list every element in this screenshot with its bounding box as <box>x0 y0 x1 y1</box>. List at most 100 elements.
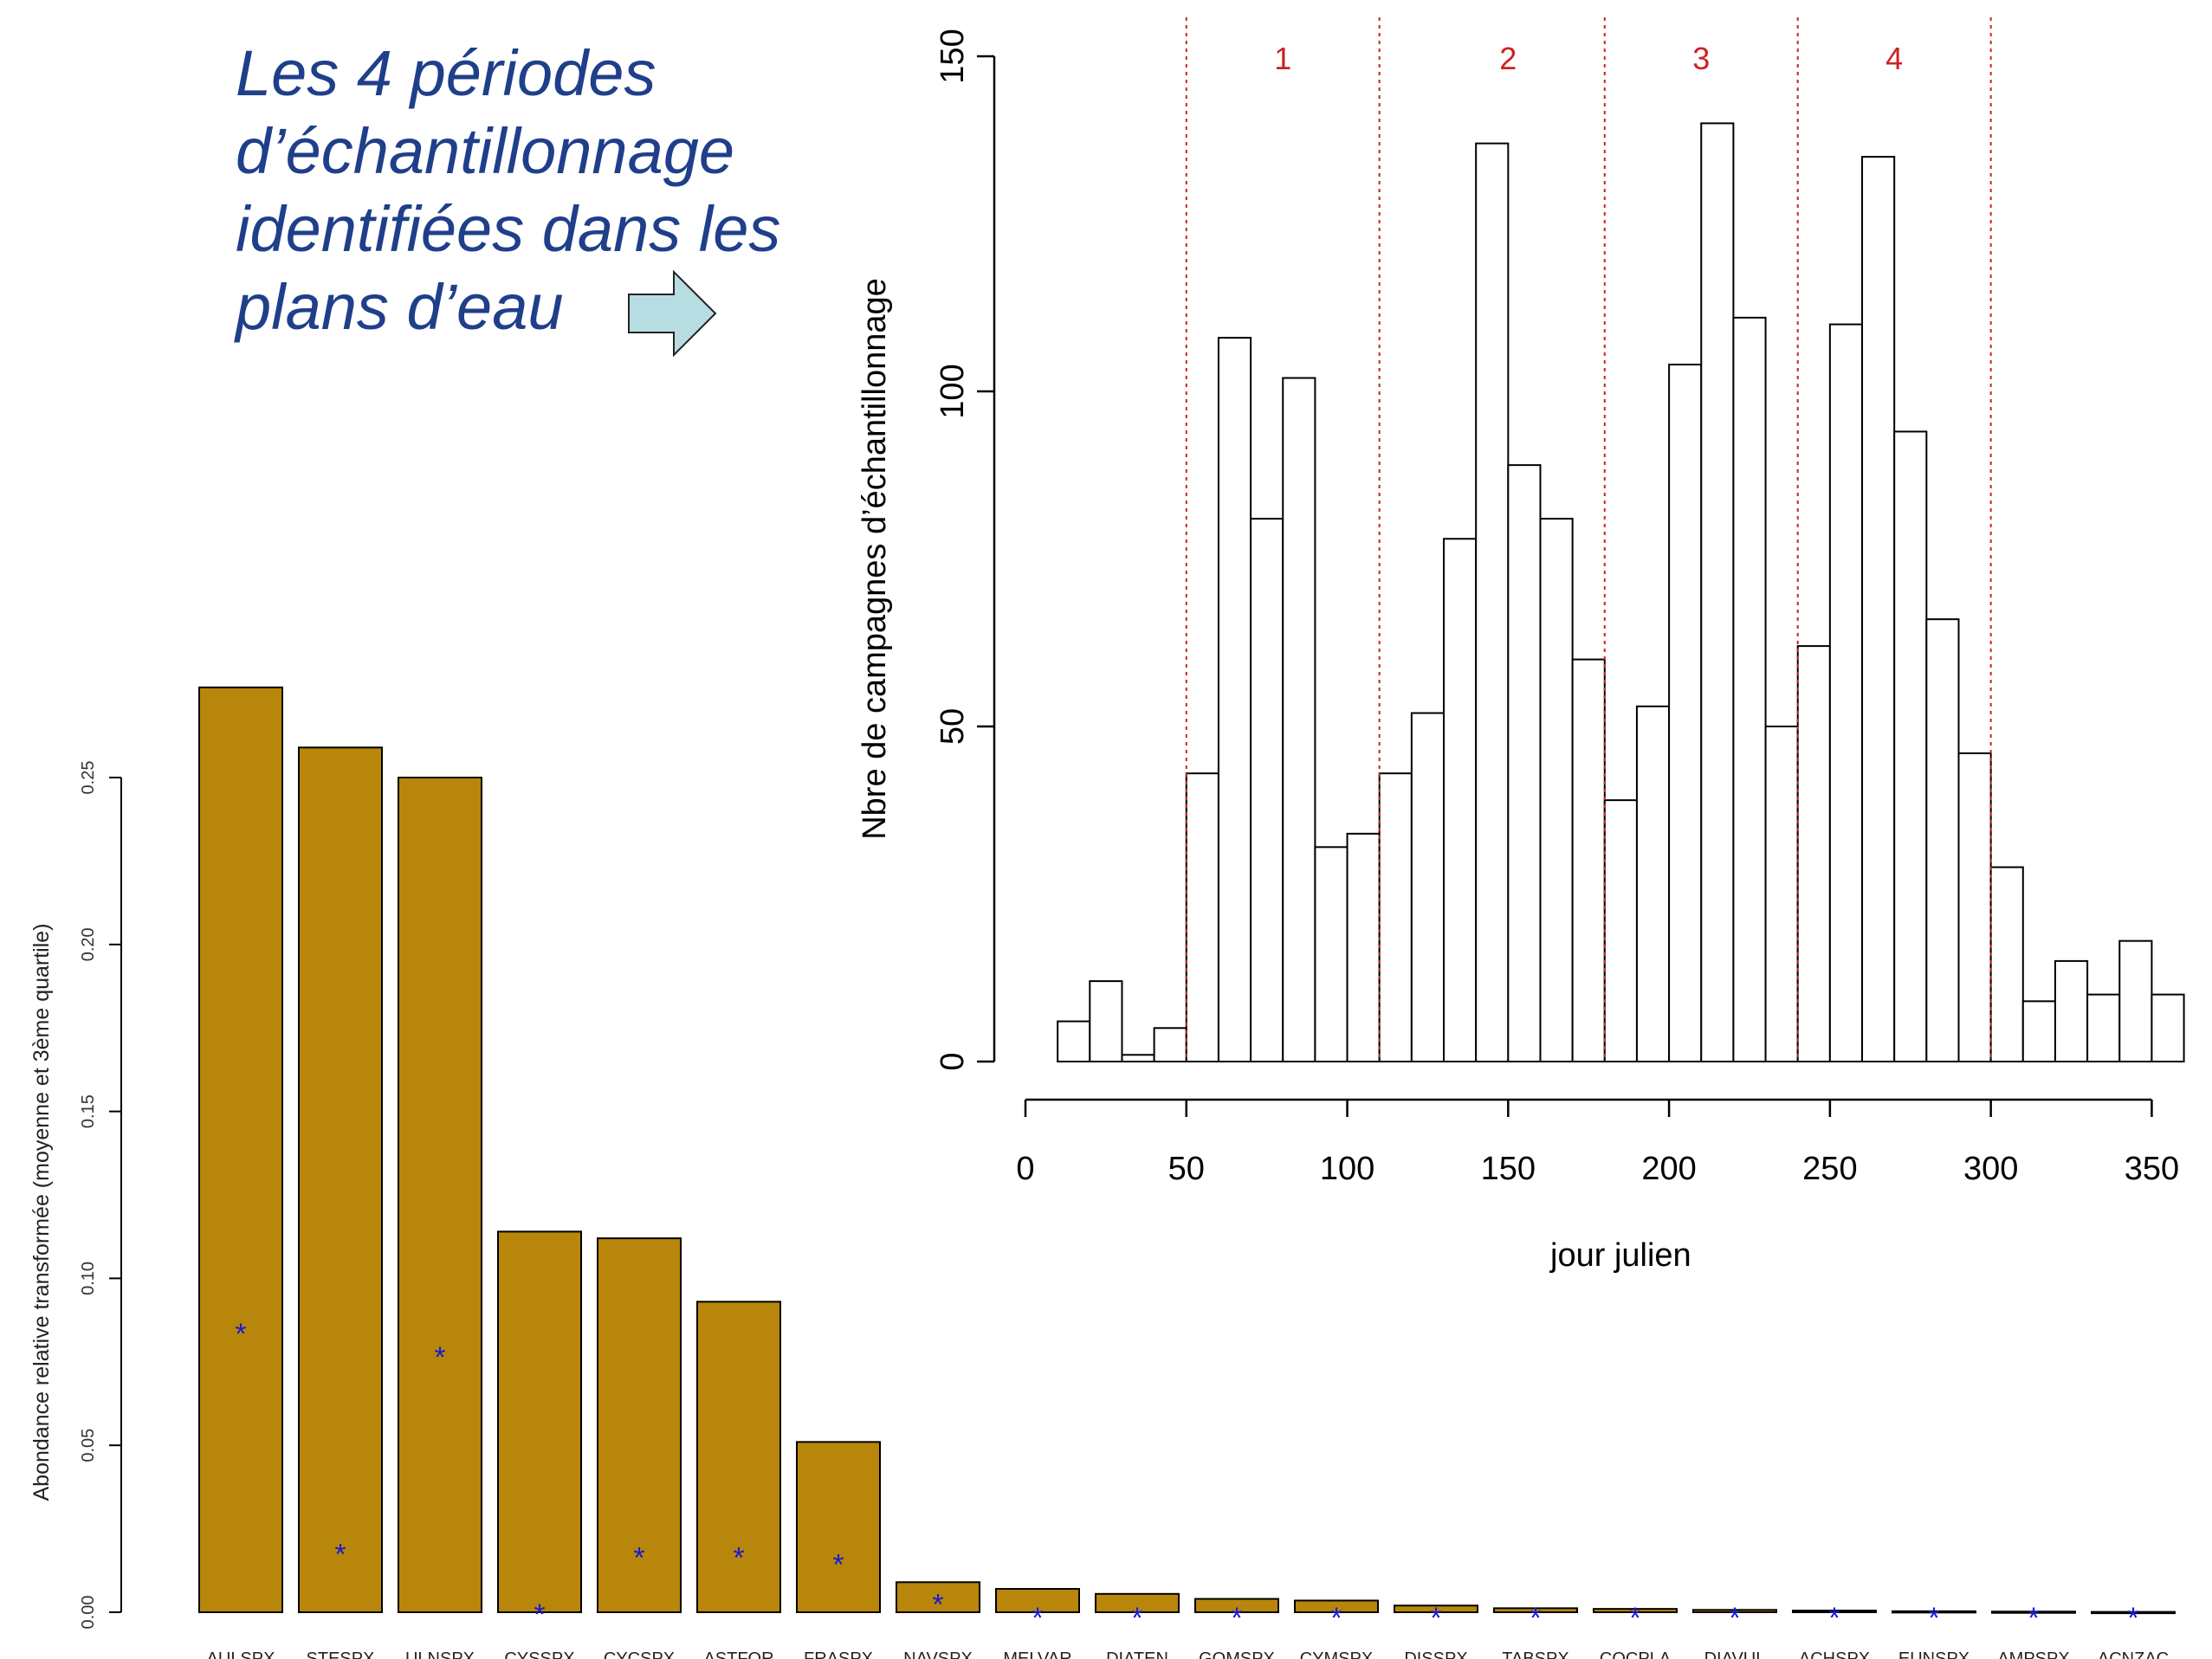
y-axis-title: Nbre de campagnes d’échantillonnage <box>857 278 893 840</box>
quartile-star-marker: * <box>932 1589 943 1622</box>
histogram-bar <box>1443 538 1478 1062</box>
histogram-bar <box>1732 316 1767 1062</box>
histogram-bar <box>1893 430 1928 1062</box>
quartile-star-marker: * <box>1032 1602 1043 1635</box>
histogram-bar <box>1571 658 1606 1062</box>
category-label: MELVAR <box>1003 1649 1071 1659</box>
histogram-bar <box>1250 518 1284 1062</box>
bar <box>2091 1611 2176 1615</box>
quartile-star-marker: * <box>334 1539 346 1572</box>
histogram-bar <box>1057 1020 1091 1063</box>
quartile-star-marker: * <box>2028 1602 2039 1635</box>
histogram-bar <box>2054 959 2089 1063</box>
y-tick-label: 0.05 <box>79 1429 98 1462</box>
quartile-star-marker: * <box>1629 1602 1640 1635</box>
bar <box>497 1230 582 1614</box>
bar <box>796 1441 881 1613</box>
period-label: 3 <box>1692 41 1710 76</box>
histogram-bar <box>1861 156 1896 1063</box>
histogram-bar <box>1700 122 1735 1062</box>
x-tick-label: 200 <box>1641 1151 1696 1187</box>
quartile-star-marker: * <box>1430 1602 1441 1635</box>
histogram-bar <box>1925 618 1960 1062</box>
histogram-bar <box>2021 1000 2056 1062</box>
category-label: DISSPX <box>1404 1649 1467 1659</box>
quartile-star-marker: * <box>1330 1602 1342 1635</box>
bar <box>298 746 383 1613</box>
period-label: 1 <box>1274 41 1291 76</box>
caption-line: d’échantillonnage <box>236 115 735 187</box>
histogram-bar <box>1989 866 2024 1062</box>
quartile-star-marker: * <box>2127 1602 2138 1635</box>
bar <box>1294 1599 1379 1614</box>
bar <box>597 1237 682 1614</box>
x-tick-label: 300 <box>1963 1151 2018 1187</box>
bar <box>1792 1610 1877 1614</box>
histogram-bar <box>1153 1027 1187 1063</box>
category-label: ASTFOR <box>703 1649 773 1659</box>
quartile-star-marker: * <box>235 1318 246 1351</box>
histogram-bar <box>1378 772 1413 1062</box>
category-label: CYCSPX <box>604 1649 675 1659</box>
caption-line: identifiées dans les <box>236 193 781 265</box>
y-tick-label: 0.20 <box>79 927 98 961</box>
period-label: 4 <box>1885 41 1903 76</box>
category-label: AULSPX <box>207 1649 275 1659</box>
quartile-star-marker: * <box>1828 1602 1840 1635</box>
y-tick-label: 150 <box>935 29 971 83</box>
histogram-bar <box>1668 364 1703 1063</box>
histogram-bar <box>1475 142 1510 1062</box>
histogram-bar <box>1828 323 1864 1063</box>
histogram-bar <box>2086 993 2121 1062</box>
caption-text: Les 4 périodes d’échantillonnage identif… <box>236 35 842 346</box>
bar <box>1692 1609 1777 1613</box>
bar <box>1194 1598 1279 1614</box>
category-label: EUNSPX <box>1898 1649 1969 1659</box>
bar <box>1095 1592 1180 1613</box>
y-tick-label: 0.15 <box>79 1094 98 1128</box>
quartile-star-marker: * <box>1231 1602 1242 1635</box>
bar <box>1493 1607 1578 1614</box>
bar <box>696 1301 781 1613</box>
x-tick-label: 350 <box>2125 1151 2179 1187</box>
bar <box>1991 1611 2076 1614</box>
histogram-bar <box>2151 993 2185 1062</box>
histogram-bar <box>1282 377 1316 1062</box>
category-label: NAVSPX <box>903 1649 973 1659</box>
bar <box>1892 1610 1976 1614</box>
category-label: STESPX <box>307 1649 375 1659</box>
y-axis-title: Abondance relative transformée (moyenne … <box>29 923 54 1501</box>
category-label: GOMSPX <box>1199 1649 1275 1659</box>
quartile-star-marker: * <box>434 1341 445 1374</box>
quartile-star-marker: * <box>1928 1602 1939 1635</box>
period-label: 2 <box>1499 41 1517 76</box>
histogram-bar <box>1603 799 1638 1062</box>
bar <box>995 1588 1080 1614</box>
bar <box>198 686 283 1614</box>
quartile-star-marker: * <box>832 1548 844 1581</box>
quartile-star-marker: * <box>1729 1602 1740 1635</box>
x-axis-title: jour julien <box>1549 1237 1691 1274</box>
arrow-shape <box>628 269 717 358</box>
histogram-bar <box>1507 464 1542 1062</box>
bar <box>1394 1604 1478 1613</box>
category-label: COCPLA <box>1600 1649 1672 1659</box>
bar <box>1593 1608 1678 1614</box>
x-tick-label: 150 <box>1481 1151 1536 1187</box>
histogram-bar <box>1764 726 1799 1062</box>
x-tick-label: 50 <box>1168 1151 1205 1187</box>
histogram-bar <box>1539 518 1574 1062</box>
category-label: CYMSPX <box>1300 1649 1373 1659</box>
y-tick-label: 0.10 <box>79 1262 98 1295</box>
y-tick-label: 0.25 <box>79 761 98 795</box>
category-label: DIAVUL <box>1704 1649 1766 1659</box>
category-label: ULNSPX <box>405 1649 475 1659</box>
x-tick-label: 0 <box>1016 1151 1034 1187</box>
histogram-bar <box>1121 1054 1155 1063</box>
histogram-bar <box>2118 939 2153 1063</box>
quartile-star-marker: * <box>1131 1602 1142 1635</box>
histogram-bar <box>1089 980 1123 1062</box>
